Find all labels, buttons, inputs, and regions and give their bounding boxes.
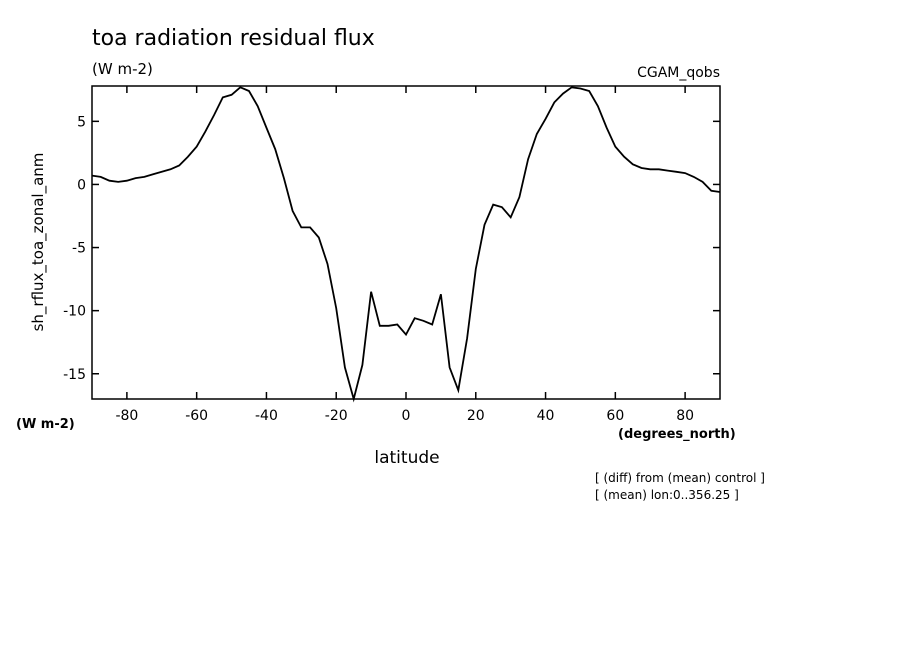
y-tick-label: -10 xyxy=(63,304,86,320)
x-axis-label: latitude xyxy=(374,448,439,468)
model-label: CGAM_qobs xyxy=(637,65,720,81)
x-tick-label: -80 xyxy=(115,408,138,424)
chart-title: toa radiation residual flux xyxy=(92,26,375,51)
x-tick-label: -20 xyxy=(325,408,348,424)
y-tick-label: -15 xyxy=(63,367,86,383)
note-diff: [ (diff) from (mean) control ] xyxy=(595,471,765,485)
y-axis-unit: (W m-2) xyxy=(16,417,75,432)
y-axis-label: sh_rflux_toa_zonal_anm xyxy=(29,153,48,332)
note-mean: [ (mean) lon:0..356.25 ] xyxy=(595,488,739,502)
y-tick-label: 0 xyxy=(77,177,86,193)
x-tick-label: -60 xyxy=(185,408,208,424)
x-axis-ticks: -80 -60 -40 -20 0 20 40 60 80 xyxy=(115,86,694,424)
x-tick-label: 60 xyxy=(606,408,624,424)
x-tick-label: 80 xyxy=(676,408,694,424)
plot-frame xyxy=(91,85,721,400)
x-tick-label: 20 xyxy=(467,408,485,424)
data-series-line xyxy=(91,86,721,403)
y-axis-ticks: 5 0 -5 -10 -15 xyxy=(63,114,720,383)
x-axis-unit: (degrees_north) xyxy=(618,427,736,442)
x-tick-label: 40 xyxy=(537,408,555,424)
chart-subtitle: (W m-2) xyxy=(92,60,153,78)
y-tick-label: -5 xyxy=(72,241,86,257)
y-tick-label: 5 xyxy=(77,114,86,130)
x-tick-label: 0 xyxy=(402,408,411,424)
x-tick-label: -40 xyxy=(255,408,278,424)
